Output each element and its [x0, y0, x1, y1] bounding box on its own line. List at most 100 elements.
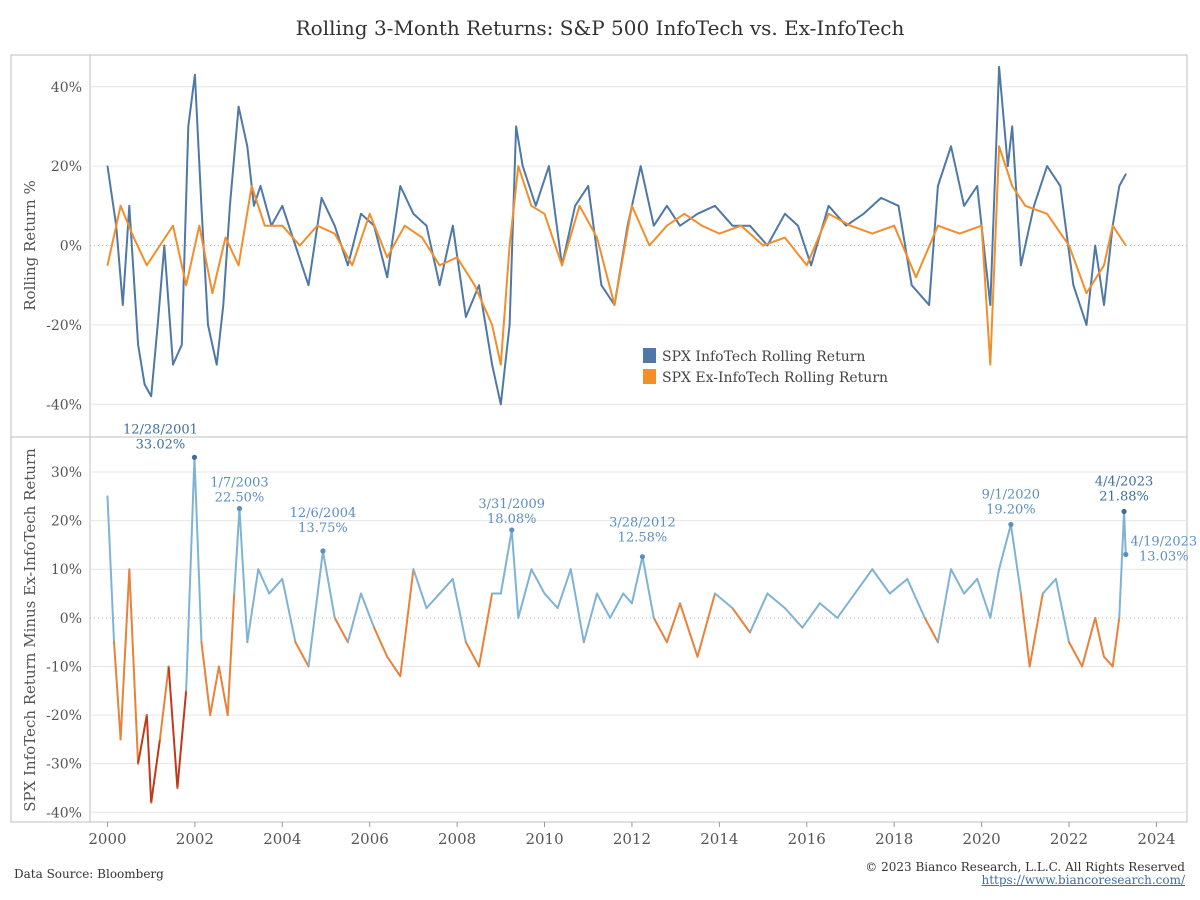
- difference-segment: [569, 568, 585, 644]
- difference-point: [854, 592, 856, 595]
- data-point-infotech: [163, 244, 166, 247]
- annotation-marker: [639, 554, 646, 560]
- difference-point: [257, 568, 260, 571]
- data-point-infotech: [827, 205, 830, 207]
- difference-point: [209, 714, 211, 716]
- data-point-infotech: [797, 224, 799, 227]
- difference-segment: [1081, 616, 1097, 668]
- difference-point: [1055, 578, 1057, 580]
- data-point-infotech: [347, 264, 349, 267]
- annotation-marker: [1008, 521, 1014, 528]
- difference-point: [333, 617, 336, 619]
- x-tick-label: 2012: [613, 830, 651, 848]
- x-tick-label: 2002: [176, 830, 214, 848]
- difference-point: [714, 592, 716, 595]
- legend-label-ex_infotech: SPX Ex-InfoTech Rolling Return: [662, 370, 888, 386]
- difference-point: [491, 592, 493, 595]
- difference-point: [517, 617, 520, 619]
- data-point-ex_infotech: [1024, 205, 1027, 207]
- annotation-date: 3/28/2012: [609, 516, 676, 531]
- data-point-ex_infotech: [762, 244, 764, 247]
- data-point-ex_infotech: [146, 264, 148, 267]
- difference-point: [113, 641, 115, 643]
- data-point-infotech: [910, 284, 913, 286]
- data-point-ex_infotech: [421, 236, 423, 239]
- difference-segment: [543, 592, 559, 610]
- difference-point: [226, 714, 229, 716]
- data-point-infotech: [180, 343, 183, 346]
- data-point-infotech: [451, 224, 454, 227]
- difference-point: [679, 602, 681, 605]
- difference-segment: [609, 592, 625, 619]
- data-point-infotech: [937, 185, 939, 187]
- legend-label-infotech: SPX InfoTech Rolling Return: [662, 349, 865, 365]
- difference-segment: [622, 592, 633, 605]
- difference-point: [386, 655, 388, 658]
- x-tick-label: 2014: [700, 830, 738, 848]
- difference-segment: [209, 665, 220, 717]
- difference-point: [347, 641, 349, 643]
- x-tick-label: 2006: [351, 830, 389, 848]
- data-point-ex_infotech: [473, 284, 476, 286]
- difference-segment: [1102, 655, 1114, 668]
- data-point-infotech: [465, 316, 467, 318]
- difference-segment: [1054, 577, 1070, 644]
- data-point-infotech: [237, 105, 240, 108]
- top-y-tick-label: 0%: [60, 239, 82, 255]
- data-point-infotech: [215, 363, 218, 366]
- difference-segment: [713, 592, 734, 610]
- top-y-tick-label: 20%: [51, 159, 82, 175]
- difference-segment: [595, 592, 612, 619]
- data-point-infotech: [639, 165, 642, 167]
- data-point-ex_infotech: [106, 264, 109, 267]
- difference-segment: [998, 523, 1012, 571]
- annotation-value: 22.50%: [215, 490, 265, 505]
- difference-segment: [128, 568, 140, 765]
- difference-segment: [748, 592, 769, 634]
- data-point-infotech: [1072, 284, 1075, 286]
- difference-segment: [150, 738, 161, 804]
- difference-point: [167, 665, 170, 668]
- data-point-ex_infotech: [172, 224, 174, 227]
- difference-segment: [217, 665, 229, 717]
- difference-point: [106, 495, 109, 498]
- difference-point: [412, 568, 415, 571]
- website-link[interactable]: https://www.biancoresearch.com/: [981, 873, 1185, 887]
- difference-segment: [517, 568, 533, 619]
- difference-point: [801, 626, 804, 629]
- data-point-ex_infotech: [298, 244, 301, 247]
- x-tick-label: 2024: [1137, 830, 1175, 848]
- data-point-ex_infotech: [701, 224, 703, 227]
- data-point-infotech: [810, 264, 812, 267]
- data-point-infotech: [928, 304, 930, 306]
- data-point-ex_infotech: [937, 224, 939, 227]
- difference-segment: [464, 641, 480, 668]
- data-point-infotech: [1118, 185, 1121, 187]
- data-point-infotech: [897, 205, 900, 207]
- data-point-infotech: [425, 224, 428, 227]
- bottom-y-tick-label: -40%: [46, 805, 82, 821]
- difference-point: [937, 641, 939, 643]
- data-point-infotech: [246, 145, 249, 148]
- data-point-infotech: [222, 304, 225, 306]
- difference-segment: [438, 577, 454, 595]
- data-point-ex_infotech: [438, 264, 441, 267]
- annotation-value: 12.58%: [618, 531, 668, 546]
- difference-point: [1081, 665, 1083, 668]
- data-point-ex_infotech: [351, 264, 354, 267]
- difference-point: [360, 592, 362, 595]
- data-point-ex_infotech: [578, 205, 581, 207]
- chart-frame: [10, 54, 1188, 823]
- data-point-infotech: [731, 224, 734, 227]
- difference-point: [569, 568, 572, 571]
- difference-segment: [641, 555, 655, 619]
- annotation-marker: [509, 527, 515, 533]
- difference-point: [976, 578, 979, 580]
- difference-segment: [158, 665, 170, 741]
- difference-point: [696, 655, 699, 658]
- data-point-infotech: [1059, 185, 1062, 187]
- difference-point: [556, 607, 559, 609]
- difference-segment: [963, 577, 979, 595]
- data-source-note: Data Source: Bloomberg: [14, 867, 164, 881]
- difference-segment: [233, 507, 241, 595]
